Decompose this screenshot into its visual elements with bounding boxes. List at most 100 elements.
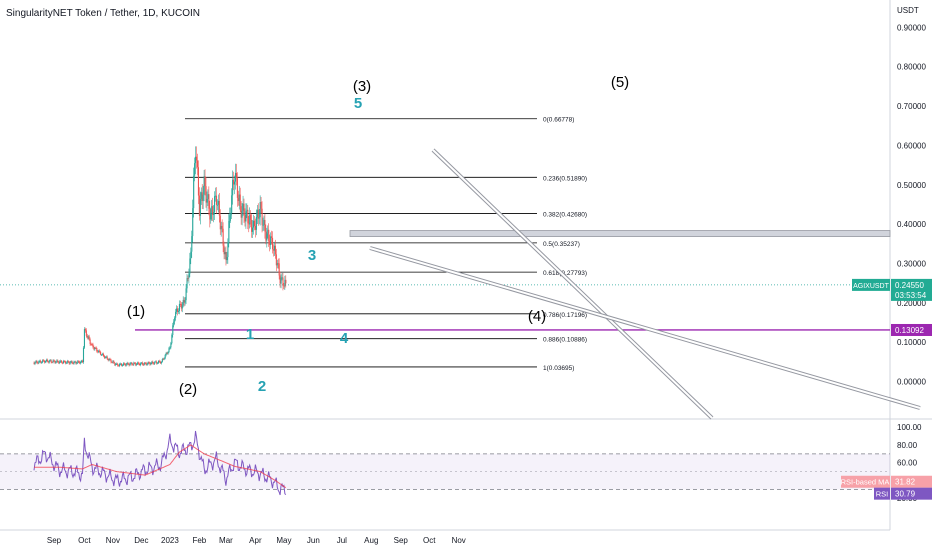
candle-body <box>194 163 196 176</box>
resistance-zone[interactable] <box>349 230 891 237</box>
candle-body <box>212 206 214 215</box>
candle-body <box>149 363 151 365</box>
candle-body <box>120 363 123 366</box>
candle-body <box>68 362 70 364</box>
candle-body <box>113 361 115 363</box>
candle-body <box>265 231 267 241</box>
candle-body <box>87 336 89 338</box>
price-axis[interactable]: 0.90000 0.80000 0.70000 0.60000 0.50000 0.400… <box>897 23 926 386</box>
candle-body <box>273 245 275 251</box>
candle-body <box>178 303 180 311</box>
candle-body <box>274 245 276 255</box>
candle-body <box>203 176 205 195</box>
candle-body <box>57 360 59 362</box>
candle-body <box>91 344 93 346</box>
candle-body <box>82 360 84 363</box>
candle-body <box>258 217 260 219</box>
candle-body <box>257 209 259 219</box>
candle-body <box>63 361 66 362</box>
chart-title: SingularityNET Token / Tether, 1D, KUCOI… <box>6 8 200 19</box>
candle-body <box>44 361 47 363</box>
candle-body <box>271 236 273 238</box>
candle-body <box>205 186 207 203</box>
candle-body <box>129 363 131 366</box>
candle-body <box>251 219 253 232</box>
candle-body <box>79 361 81 364</box>
candle-body <box>136 364 138 365</box>
candle-body <box>67 361 69 363</box>
candle-body <box>50 360 52 363</box>
wedge-channels[interactable] <box>369 148 921 420</box>
candle-body <box>133 362 135 365</box>
candle-body <box>219 215 221 230</box>
fib-retracement[interactable]: 0(0.66778) 0.236(0.51890) 0.382(0.42680) 0.… <box>185 117 587 372</box>
candle-body <box>217 200 219 205</box>
candle-body <box>123 363 125 365</box>
candle-body <box>238 194 240 202</box>
wave-label-minor: 5 <box>354 95 362 112</box>
candle-body <box>163 358 165 360</box>
candle-body <box>202 194 204 201</box>
candle-body <box>65 362 67 364</box>
candle-body <box>53 360 55 362</box>
candle-body <box>156 361 158 364</box>
candle-body <box>189 258 191 274</box>
candle-body <box>120 363 122 365</box>
candle-body <box>114 362 116 365</box>
candle-body <box>266 233 268 241</box>
candle-body <box>276 263 278 266</box>
candle-body <box>60 360 62 362</box>
candle-body <box>101 353 104 355</box>
candle-body <box>48 360 50 363</box>
candle-body <box>282 277 284 286</box>
candle-body <box>196 156 198 161</box>
candle-body <box>37 362 39 364</box>
candle-body <box>272 249 275 251</box>
candle-body <box>272 237 274 250</box>
time-tick-label: Nov <box>452 536 466 545</box>
candle-body <box>150 362 152 365</box>
candle-body <box>259 202 261 218</box>
candle-body <box>198 195 200 216</box>
candle-body <box>185 288 187 301</box>
candle-body <box>192 208 194 237</box>
candle-body <box>188 273 190 279</box>
candle-body <box>66 361 68 363</box>
rsi-tick-label: 100.00 <box>897 423 922 432</box>
candle-body <box>167 352 169 354</box>
candle-body <box>125 364 127 366</box>
candle-body <box>160 361 162 364</box>
candle-body <box>73 361 75 364</box>
price-tick-label: 0.10000 <box>897 338 926 347</box>
candle-body <box>237 197 239 202</box>
candle-body <box>190 251 192 259</box>
candle-body <box>88 336 90 340</box>
candle-body <box>115 364 117 366</box>
candle-body <box>40 360 42 363</box>
rsi-ma-value-bg <box>891 475 932 488</box>
rsi-ma-badge: RSI-based MA 31.82 <box>841 475 932 488</box>
candle-body <box>141 362 143 365</box>
time-tick-label: 2023 <box>161 536 179 545</box>
candle-body <box>70 361 72 363</box>
fib-level-label: 0.5(0.35237) <box>543 241 580 248</box>
candle-body <box>94 347 96 350</box>
time-axis[interactable]: Sep Oct Nov Dec 2023 Feb Mar Apr May Jun Jul Aug Sep… <box>47 536 466 545</box>
candle-body <box>44 360 46 363</box>
price-tick-label: 0.40000 <box>897 220 926 229</box>
symbol-badge-text: AGIXUSDT <box>853 283 890 290</box>
candle-body <box>45 359 47 362</box>
candle-body <box>281 277 283 279</box>
candle-body <box>254 225 256 230</box>
candle-body <box>146 364 148 365</box>
candle-body <box>81 360 83 362</box>
candle-body <box>284 279 286 286</box>
price-tick-label: 0.80000 <box>897 63 926 72</box>
wave-label-minor: 3 <box>308 247 316 264</box>
candle-body <box>268 229 270 241</box>
candle-body <box>285 279 287 284</box>
candle-body <box>161 359 163 362</box>
candle-body <box>99 350 101 352</box>
